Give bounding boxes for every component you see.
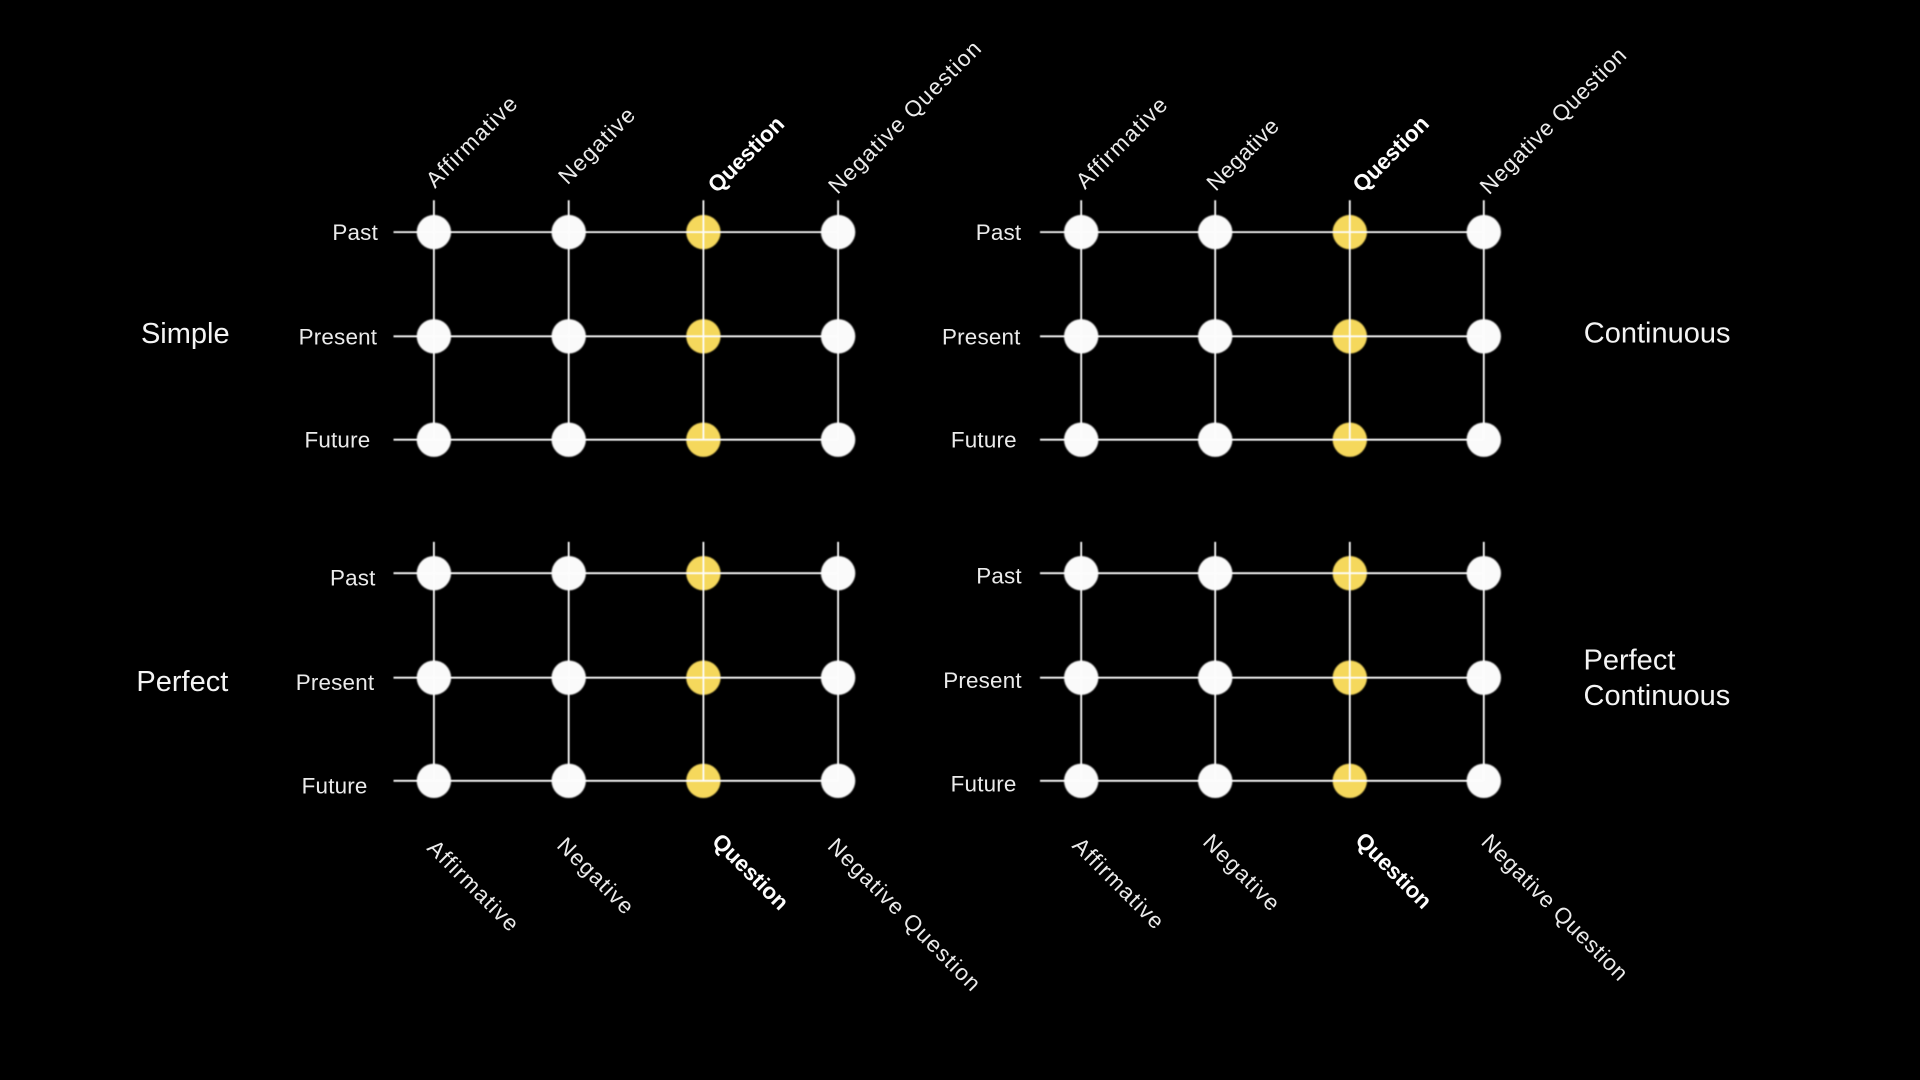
- svg-text:Past: Past: [332, 220, 378, 245]
- svg-text:Negative Question: Negative Question: [1475, 42, 1632, 199]
- svg-text:Present: Present: [942, 324, 1021, 349]
- svg-text:Question: Question: [707, 829, 793, 915]
- svg-text:Affirmative: Affirmative: [1071, 91, 1173, 193]
- svg-text:Future: Future: [302, 773, 368, 798]
- svg-text:Past: Past: [976, 220, 1022, 245]
- svg-text:Negative Question: Negative Question: [823, 833, 987, 997]
- svg-text:Question: Question: [1351, 827, 1437, 913]
- svg-text:Present: Present: [296, 670, 375, 695]
- svg-text:Continuous: Continuous: [1584, 680, 1731, 712]
- svg-text:Negative Question: Negative Question: [823, 35, 987, 199]
- svg-text:Perfect: Perfect: [1584, 645, 1676, 677]
- svg-text:Present: Present: [943, 668, 1022, 693]
- svg-text:Negative Question: Negative Question: [1477, 829, 1634, 986]
- svg-text:Affirmative: Affirmative: [1068, 832, 1170, 934]
- svg-text:Affirmative: Affirmative: [422, 835, 524, 937]
- svg-text:Negative: Negative: [552, 832, 640, 920]
- svg-text:Future: Future: [304, 428, 370, 453]
- svg-text:Future: Future: [951, 771, 1017, 796]
- svg-text:Simple: Simple: [141, 318, 230, 350]
- svg-text:Question: Question: [703, 111, 789, 197]
- svg-text:Past: Past: [330, 566, 376, 591]
- svg-text:Negative: Negative: [1202, 113, 1284, 195]
- svg-text:Past: Past: [976, 564, 1022, 589]
- svg-text:Present: Present: [299, 324, 378, 349]
- svg-text:Future: Future: [951, 428, 1017, 453]
- svg-text:Negative: Negative: [1198, 829, 1286, 917]
- svg-text:Perfect: Perfect: [136, 666, 228, 698]
- svg-text:Affirmative: Affirmative: [421, 90, 523, 192]
- svg-text:Question: Question: [1348, 111, 1434, 197]
- svg-text:Negative: Negative: [553, 102, 641, 190]
- svg-text:Continuous: Continuous: [1584, 317, 1731, 349]
